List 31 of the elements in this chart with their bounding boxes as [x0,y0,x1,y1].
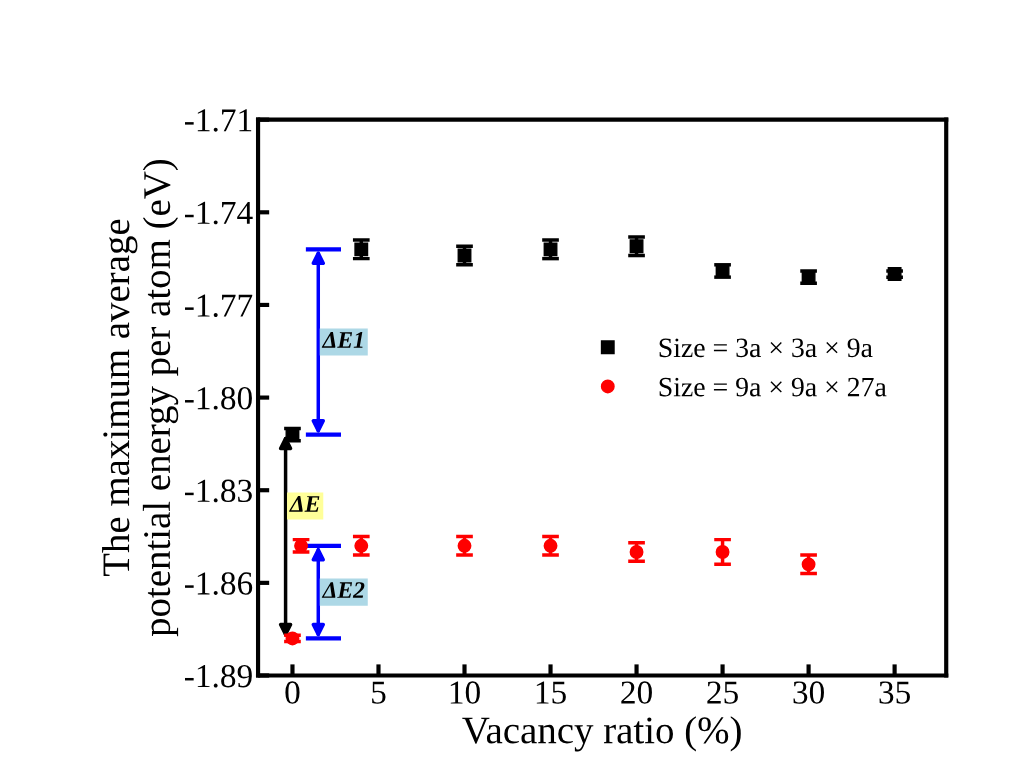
point [801,557,816,572]
x-axis-title: Vacancy ratio (%) [462,716,741,752]
x-tick-label: 20 [621,681,652,704]
y-tick-label: -1.71 [185,109,252,132]
annotation: ΔE [289,496,320,512]
annotation: ΔE2 [321,582,365,598]
point [629,239,644,254]
y-tick-label: -1.80 [185,386,252,410]
point [543,538,558,553]
y-tick-label: -1.83 [185,479,252,503]
point [457,538,472,553]
point [629,545,644,559]
y-tick-label: -1.74 [185,201,253,225]
y-tick-label: -1.86 [185,572,253,595]
legend-label: Size = 9a × 9a × 27a [659,377,887,397]
y-tick-label: -1.77 [185,294,253,317]
y-axis-title: The maximum average potential energy per atom (eV) [102,159,179,637]
point [543,242,558,257]
x-tick-label: 5 [372,681,386,704]
x-tick-label: 35 [879,681,910,704]
x-tick-label: 25 [707,681,738,704]
point [354,538,369,553]
point [354,242,369,257]
annotation: ΔE1 [321,332,363,348]
legend-label: Size = 3a × 3a × 9a [659,338,873,358]
x-tick-label: 0 [285,681,300,704]
x-tick-label: 10 [450,681,480,704]
y-tick-label: -1.89 [185,664,252,688]
x-tick-label: 15 [536,681,566,704]
point [715,545,730,559]
x-tick-label: 30 [793,681,824,704]
